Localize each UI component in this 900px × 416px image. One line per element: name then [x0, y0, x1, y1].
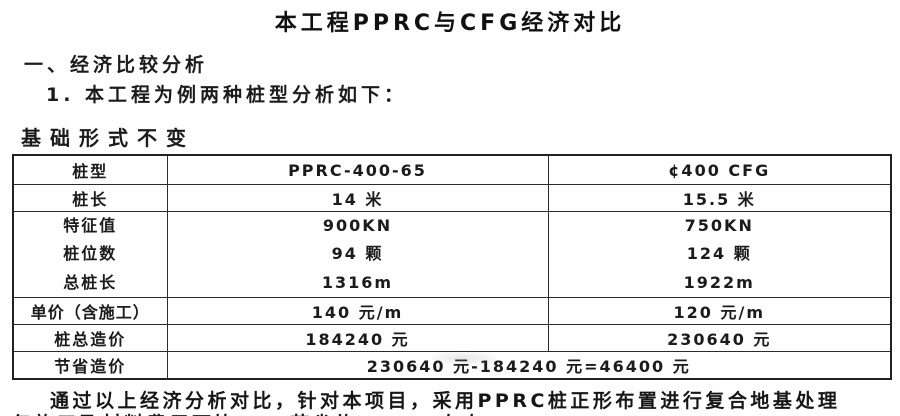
group-cfg-values-cell: 750KN 124 颗 1922m [547, 211, 892, 298]
row-label-characteristic-value: 特征值 [63, 216, 118, 236]
page-title: 本工程PPRC与CFG经济对比 [274, 11, 626, 36]
section-heading-economic-analysis: 一、经济比较分析 [24, 54, 209, 76]
row-label-total-pile-length: 总桩长 [63, 272, 118, 292]
table-row-group-characteristics: 特征值 桩位数 总桩长 900KN 94 颗 1316m 750KN 124 颗… [12, 211, 892, 298]
row-label-savings: 节省造价 [12, 351, 168, 380]
pprc-column-header: PPRC-400-65 [166, 154, 549, 185]
table-row-pile-length: 桩长 14 米 15.5 米 [12, 184, 892, 212]
table-row-unit-price: 单价（含施工） 140 元/m 120 元/m [12, 297, 892, 325]
row-label-pile-count: 桩位数 [63, 244, 118, 264]
cfg-characteristic-value: 750KN [684, 216, 754, 236]
cfg-pile-count-value: 124 颗 [686, 244, 752, 264]
pprc-pile-length-value: 14 米 [166, 184, 549, 212]
cfg-column-header: ¢400 CFG [547, 154, 892, 185]
pprc-pile-count-value: 94 颗 [331, 244, 384, 264]
conclusion-paragraph: 通过以上经济分析对比，针对本项目，采用PPRC桩正形布置进行复合地基处理仅施工及… [12, 390, 841, 416]
table-row-pile-type: 桩型 PPRC-400-65 ¢400 CFG [12, 154, 892, 185]
row-label-unit-price: 单价（含施工） [12, 297, 168, 325]
cfg-unit-price-value: 120 元/m [547, 297, 892, 325]
group-labels-cell: 特征值 桩位数 总桩长 [12, 211, 168, 298]
group-pprc-values-cell: 900KN 94 颗 1316m [166, 211, 549, 298]
comparison-table: 桩型 PPRC-400-65 ¢400 CFG 桩长 14 米 15.5 米 特… [12, 154, 892, 380]
row-label-pile-type: 桩型 [12, 154, 168, 185]
cfg-total-length-value: 1922m [683, 272, 755, 292]
pprc-unit-price-value: 140 元/m [166, 297, 549, 325]
pprc-total-length-value: 1316m [321, 272, 394, 292]
table-row-savings: 节省造价 230640 元-184240 元=46400 元 [12, 351, 892, 380]
row-label-total-cost: 桩总造价 [12, 324, 168, 352]
table-caption-foundation-unchanged: 基础形式不变 [21, 126, 195, 150]
cfg-pile-length-value: 15.5 米 [547, 184, 892, 212]
pprc-total-cost-value: 184240 元 [166, 324, 549, 352]
row-label-pile-length: 桩长 [12, 184, 168, 212]
subsection-heading-pile-types: 1. 本工程为例两种桩型分析如下： [46, 84, 408, 106]
cfg-total-cost-value: 230640 元 [547, 324, 892, 352]
savings-calculation-value: 230640 元-184240 元=46400 元 [166, 351, 892, 380]
table-row-total-cost: 桩总造价 184240 元 230640 元 [12, 324, 892, 352]
pprc-characteristic-value: 900KN [322, 216, 393, 236]
